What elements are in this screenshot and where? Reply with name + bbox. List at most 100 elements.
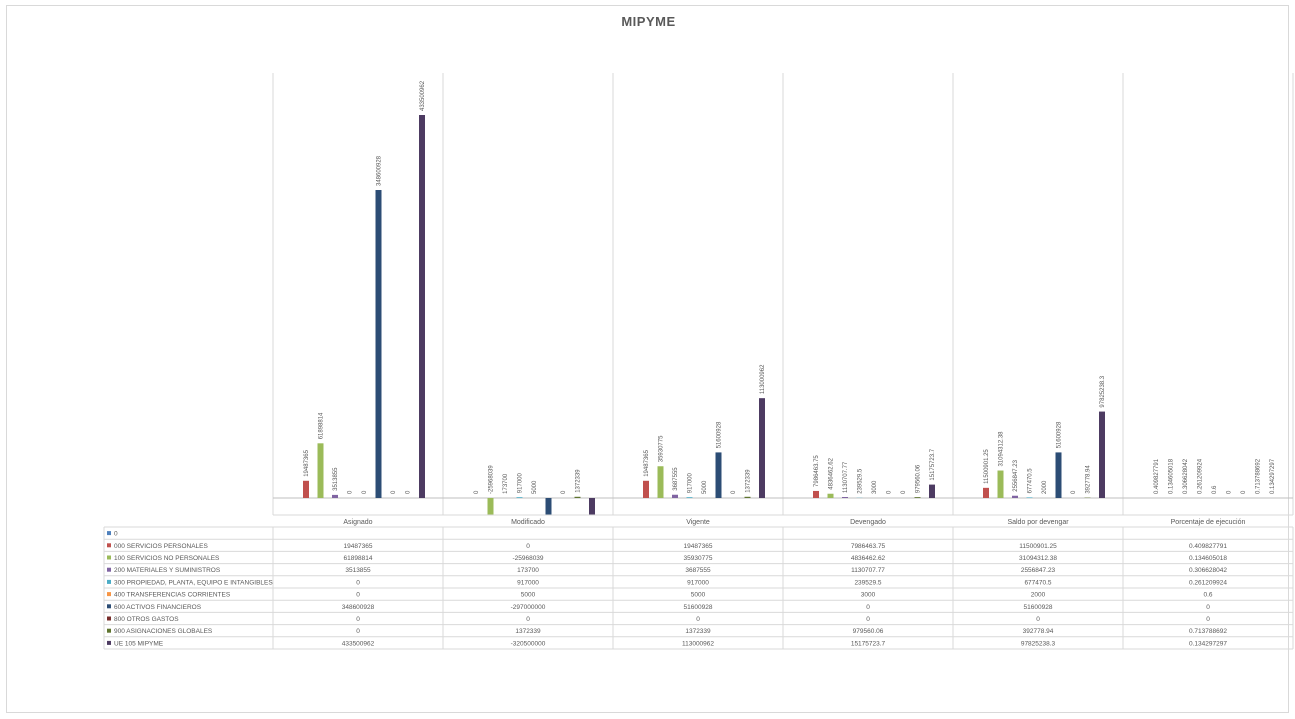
- data-label: 4836462.62: [829, 457, 835, 489]
- legend-label: 600 ACTIVOS FINANCIEROS: [114, 604, 202, 611]
- data-label: 0: [887, 490, 893, 494]
- bar: [983, 487, 989, 498]
- table-cell: 917000: [517, 579, 539, 586]
- bar: [1055, 452, 1062, 498]
- table-cell: 113000962: [682, 640, 714, 647]
- data-label: 0: [362, 490, 368, 494]
- table-cell: 677470.5: [1024, 579, 1051, 586]
- table-cell: 31094312.38: [1019, 555, 1057, 562]
- table-cell: 0: [356, 628, 360, 635]
- legend-key: [107, 628, 111, 633]
- legend-key: [107, 592, 111, 597]
- bar: [1099, 411, 1105, 498]
- legend-key: [107, 555, 111, 560]
- bar: [317, 443, 324, 498]
- category-label: Saldo por devengar: [1007, 519, 1069, 526]
- table-cell: 35930775: [684, 555, 713, 562]
- bar: [589, 498, 595, 515]
- data-label: 433500962: [420, 80, 426, 111]
- bar: [657, 466, 664, 498]
- bar: [672, 494, 678, 498]
- table-cell: 0: [356, 579, 360, 586]
- table-cell: 979560.06: [853, 628, 884, 635]
- legend-key: [107, 579, 111, 584]
- data-label: 0: [406, 490, 412, 494]
- data-label: 0: [391, 490, 397, 494]
- legend-key: [107, 531, 111, 536]
- table-cell: 5000: [521, 592, 536, 599]
- legend-label: 0: [114, 531, 118, 538]
- data-label: 3687555: [673, 467, 679, 491]
- data-label: 51600928: [717, 421, 723, 448]
- data-label: 2000: [1042, 480, 1048, 494]
- data-label: 3513855: [333, 467, 339, 491]
- data-label: 0.6: [1212, 485, 1218, 494]
- bar: [813, 490, 819, 498]
- bar: [1012, 495, 1018, 498]
- data-label: 15175723.7: [930, 448, 936, 480]
- table-cell: 0.306628042: [1189, 567, 1227, 574]
- bar: [574, 496, 581, 498]
- table-cell: 0.134297297: [1189, 640, 1227, 647]
- bar: [375, 190, 382, 498]
- table-cell: 433500962: [342, 640, 375, 647]
- legend-key: [107, 543, 111, 548]
- data-label: 31094312.38: [999, 431, 1005, 467]
- data-label: 61898814: [319, 412, 325, 439]
- legend-key: [107, 640, 111, 645]
- legend-key: [107, 567, 111, 572]
- legend-label: 400 TRANSFERENCIAS CORRIENTES: [114, 592, 231, 599]
- data-label: 0.134297297: [1270, 458, 1276, 494]
- legend-label: UE 105 MIPYME: [114, 640, 164, 647]
- bar: [827, 493, 834, 498]
- data-label: 1130707.77: [843, 461, 849, 493]
- data-label: 0.306628042: [1183, 458, 1189, 494]
- table-cell: 0: [1206, 604, 1210, 611]
- table-cell: 51600928: [1024, 604, 1053, 611]
- table-cell: 239529.5: [854, 579, 881, 586]
- bar: [332, 494, 338, 498]
- data-label: 7986463.75: [814, 455, 820, 487]
- legend-key: [107, 616, 111, 621]
- category-label: Porcentaje de ejecución: [1171, 519, 1246, 526]
- table-cell: 0: [696, 616, 700, 623]
- table-cell: 4836462.62: [851, 555, 886, 562]
- legend-label: 000 SERVICIOS PERSONALES: [114, 543, 208, 550]
- data-label: 0.713788692: [1256, 458, 1262, 494]
- data-label: 1372339: [576, 469, 582, 493]
- category-label: Asignado: [343, 519, 372, 526]
- table-cell: 348600928: [342, 604, 375, 611]
- data-label: 0: [474, 490, 480, 494]
- data-label: 0.261209924: [1198, 458, 1204, 494]
- data-label: 917000: [518, 473, 524, 494]
- chart-frame: MIPYME: [6, 5, 1289, 713]
- table-cell: 392778.94: [1023, 628, 1054, 635]
- table-cell: 0.409827791: [1189, 543, 1227, 550]
- table-cell: -320500000: [511, 640, 546, 647]
- data-label: 173700: [503, 473, 509, 494]
- data-label: 0.409827791: [1154, 458, 1160, 494]
- table-cell: 0.6: [1203, 592, 1212, 599]
- legend-label: 100 SERVICIOS NO PERSONALES: [114, 555, 220, 562]
- table-cell: 3687555: [685, 567, 711, 574]
- table-cell: 3000: [861, 592, 876, 599]
- table-cell: 2556847.23: [1021, 567, 1056, 574]
- data-label: 0.134605018: [1169, 458, 1175, 494]
- table-cell: 1372339: [515, 628, 541, 635]
- category-label: Modificado: [511, 519, 545, 526]
- data-label: 0: [731, 490, 737, 494]
- table-cell: 97825238.3: [1021, 640, 1056, 647]
- bar: [914, 497, 921, 498]
- data-label: 917000: [688, 473, 694, 494]
- bar: [744, 496, 751, 498]
- table-cell: 0.713788692: [1189, 628, 1227, 635]
- data-label: 113000962: [760, 364, 766, 394]
- table-cell: 917000: [687, 579, 709, 586]
- legend-label: 200 MATERIALES Y SUMINISTROS: [114, 567, 221, 574]
- data-label: -25968039: [489, 465, 495, 494]
- bar: [1026, 497, 1033, 498]
- table-cell: 51600928: [684, 604, 713, 611]
- table-cell: -25968039: [512, 555, 543, 562]
- data-label: 0: [561, 490, 567, 494]
